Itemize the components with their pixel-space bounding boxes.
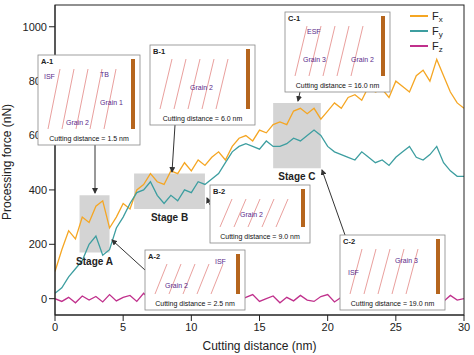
svg-text:ESF: ESF (307, 28, 321, 35)
svg-text:15: 15 (253, 321, 265, 333)
svg-text:Grain 2: Grain 2 (190, 84, 213, 91)
svg-text:600: 600 (29, 129, 47, 141)
svg-text:Stage B: Stage B (151, 212, 188, 223)
svg-text:ISF: ISF (348, 269, 359, 276)
svg-text:Cutting distance = 2.5 nm: Cutting distance = 2.5 nm (155, 300, 235, 308)
svg-text:Stage A: Stage A (76, 256, 113, 267)
svg-text:Fy: Fy (432, 25, 443, 39)
svg-text:10: 10 (185, 321, 197, 333)
svg-text:C-2: C-2 (343, 237, 355, 246)
svg-text:A-2: A-2 (148, 252, 160, 261)
svg-text:ISF: ISF (215, 258, 226, 265)
svg-text:0: 0 (41, 293, 47, 305)
svg-text:Cutting distance (nm): Cutting distance (nm) (202, 339, 316, 353)
svg-text:A-1: A-1 (41, 57, 53, 66)
svg-text:B-2: B-2 (213, 187, 225, 196)
svg-text:TB: TB (100, 71, 109, 78)
svg-text:Cutting distance = 9.0 nm: Cutting distance = 9.0 nm (220, 233, 300, 241)
svg-text:20: 20 (322, 321, 334, 333)
svg-text:Grain 2: Grain 2 (351, 56, 374, 63)
svg-text:ISF: ISF (44, 73, 55, 80)
svg-text:30: 30 (458, 321, 470, 333)
svg-text:200: 200 (29, 238, 47, 250)
svg-text:400: 400 (29, 184, 47, 196)
svg-text:Cutting distance = 6.0 nm: Cutting distance = 6.0 nm (163, 115, 243, 123)
svg-text:B-1: B-1 (153, 47, 165, 56)
svg-text:Stage C: Stage C (278, 171, 315, 182)
svg-text:Processing force (nN): Processing force (nN) (0, 104, 14, 220)
svg-text:Cutting distance = 1.5 nm: Cutting distance = 1.5 nm (49, 135, 129, 143)
svg-text:Cutting distance = 16.0 nm: Cutting distance = 16.0 nm (296, 82, 380, 90)
svg-text:1000: 1000 (23, 21, 47, 33)
svg-text:5: 5 (120, 321, 126, 333)
svg-text:Grain 3: Grain 3 (395, 257, 418, 264)
svg-text:25: 25 (390, 321, 402, 333)
svg-text:Grain 1: Grain 1 (100, 99, 123, 106)
svg-text:Grain 2: Grain 2 (165, 282, 188, 289)
svg-text:Grain 2: Grain 2 (240, 211, 263, 218)
svg-text:Grain 2: Grain 2 (66, 119, 89, 126)
svg-text:Fx: Fx (432, 10, 443, 24)
svg-text:Grain 3: Grain 3 (303, 56, 326, 63)
svg-text:Cutting distance = 19.0 nm: Cutting distance = 19.0 nm (351, 300, 435, 308)
svg-text:0: 0 (52, 321, 58, 333)
svg-text:800: 800 (29, 75, 47, 87)
svg-text:C-1: C-1 (288, 14, 300, 23)
svg-text:Fz: Fz (432, 40, 443, 54)
